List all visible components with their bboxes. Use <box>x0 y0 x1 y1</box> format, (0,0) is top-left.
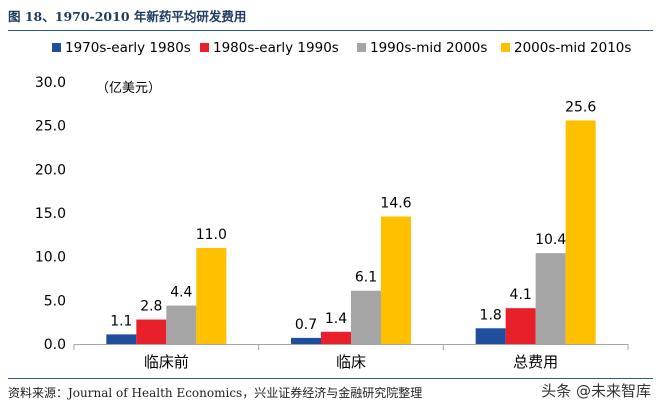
watermark: 头条 @未来智库 <box>541 382 651 400</box>
figure-title: 图 18、1970-2010 年新药平均研发费用 <box>8 9 247 24</box>
data-label-0-3: 11.0 <box>196 227 227 243</box>
x-category-label-1: 临床 <box>336 353 366 371</box>
source-divider <box>8 378 653 379</box>
legend-label-1: 1980s-early 1990s <box>213 40 339 56</box>
data-label-1-2: 6.1 <box>355 270 377 286</box>
bar-chart: 1970s-early 1980s 1980s-early 1990s 1990s-… <box>35 40 632 371</box>
bar-2-3 <box>565 120 596 344</box>
x-category-label-0: 临床前 <box>144 353 189 371</box>
y-unit-label: （亿美元） <box>96 81 161 96</box>
y-tick-label: 30.0 <box>35 75 66 91</box>
data-label-0-1: 2.8 <box>140 299 162 315</box>
legend-swatch-1 <box>200 43 209 52</box>
bar-2-2 <box>535 253 566 344</box>
data-label-2-0: 1.8 <box>480 307 502 323</box>
legend-swatch-0 <box>52 43 61 52</box>
bar-0-2 <box>166 305 197 344</box>
y-tick-label: 20.0 <box>35 162 66 178</box>
data-label-2-1: 4.1 <box>510 287 532 303</box>
y-tick-label: 5.0 <box>44 293 66 309</box>
data-label-2-3: 25.6 <box>565 99 596 115</box>
data-label-0-2: 4.4 <box>170 285 192 301</box>
data-label-1-3: 14.6 <box>380 195 411 211</box>
bar-2-1 <box>505 308 536 344</box>
y-tick-label: 15.0 <box>35 206 66 222</box>
data-label-0-0: 1.1 <box>110 313 132 329</box>
legend-swatch-2 <box>357 43 366 52</box>
bar-1-1 <box>321 331 351 344</box>
bar-1-3 <box>381 216 411 344</box>
source-note: 资料来源：Journal of Health Economics，兴业证券经济与… <box>8 386 423 400</box>
x-category-label-2: 总费用 <box>513 353 558 371</box>
legend-label-3: 2000s-mid 2010s <box>514 40 631 56</box>
data-label-1-1: 1.4 <box>325 311 347 327</box>
y-tick-label: 0.0 <box>44 337 66 353</box>
data-label-2-2: 10.4 <box>535 232 566 248</box>
legend-label-0: 1970s-early 1980s <box>65 40 191 56</box>
legend-swatch-3 <box>501 43 510 52</box>
bar-0-1 <box>136 319 167 344</box>
title-divider <box>8 30 653 31</box>
bar-2-0 <box>475 328 506 344</box>
y-tick-label: 25.0 <box>35 119 66 135</box>
bar-1-2 <box>351 290 381 344</box>
y-tick-label: 10.0 <box>35 250 66 266</box>
bar-0-0 <box>106 334 137 344</box>
legend-label-2: 1990s-mid 2000s <box>370 40 487 56</box>
bar-0-3 <box>196 247 227 344</box>
bar-1-0 <box>291 337 321 344</box>
data-label-1-0: 0.7 <box>295 317 317 333</box>
